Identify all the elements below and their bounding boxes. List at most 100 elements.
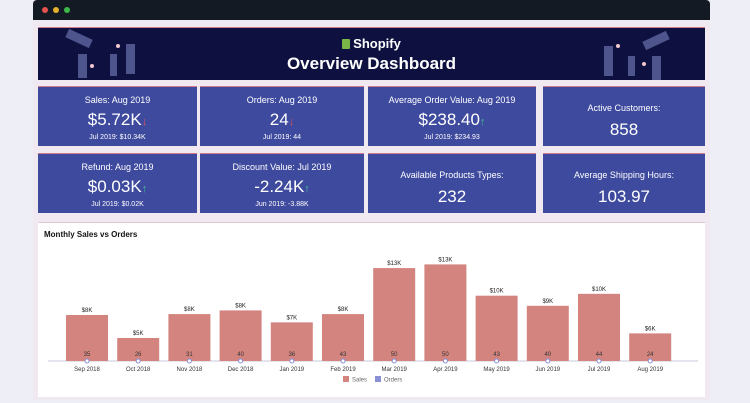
legend-orders-label: Orders [384,378,402,384]
kpi-value: $238.40↑ [368,110,536,130]
kpi-card: Active Customers: 858 [543,86,705,146]
maximize-window-button[interactable] [64,7,70,13]
legend-sales-swatch [343,376,349,382]
kpi-value: 858 [543,120,705,140]
orders-data-label: 43 [340,352,347,358]
orders-point [186,358,192,364]
orders-data-label: 26 [135,352,142,358]
title-bar [33,0,710,20]
x-tick-label: Aug 2019 [637,367,663,373]
shopify-logo-icon [342,39,351,49]
sales-data-label: $7K [286,315,297,321]
sales-bar [629,333,672,361]
minimize-window-button[interactable] [53,7,59,13]
decorative-shape [110,54,117,76]
orders-point [442,358,448,364]
orders-point [84,358,90,364]
kpi-value-text: $0.03K [87,177,142,196]
orders-point [545,358,551,364]
orders-point [238,358,244,364]
orders-point [494,358,500,364]
kpi-value: 103.97 [543,187,705,207]
kpi-comparison: Jul 2019: $234.93 [424,134,480,141]
kpi-card: Available Products Types: 232 [368,153,536,213]
kpi-card: Average Order Value: Aug 2019 $238.40↑ Ju… [368,86,536,146]
orders-data-label: 35 [84,352,91,358]
orders-data-label: 40 [237,352,244,358]
orders-data-label: 50 [391,352,398,358]
decorative-shape [652,56,661,80]
kpi-label: Average Shipping Hours: [574,170,674,180]
sales-data-label: $13K [438,257,452,263]
page-title: Overview Dashboard [286,54,457,73]
orders-point [647,358,653,364]
kpi-label: Active Customers: [587,103,661,113]
legend-orders-swatch [375,376,381,382]
kpi-label: Orders: Aug 2019 [246,95,318,105]
sales-data-label: $8K [338,307,349,313]
sales-data-label: $5K [133,331,144,337]
arrow-down-icon: ↓ [141,116,148,128]
kpi-label: Available Products Types: [400,170,504,180]
orders-data-label: 50 [442,352,449,358]
sales-bar [578,293,620,361]
kpi-card: Orders: Aug 2019 24↓ Jul 2019: 44 [200,86,364,146]
x-tick-label: Apr 2019 [433,367,458,373]
arrow-up-icon: ↑ [304,183,310,195]
sales-data-label: $6K [645,326,656,332]
kpi-value-text: 232 [437,187,467,206]
sales-bar [66,315,108,361]
sales-bar [526,305,569,361]
kpi-value-text: 103.97 [598,187,650,206]
orders-data-label: 24 [647,352,654,358]
x-tick-label: Feb 2019 [330,367,356,373]
orders-point [596,358,602,364]
decorative-shape [628,56,635,76]
kpi-value: 232 [368,187,536,207]
sales-bar [373,268,416,361]
arrow-down-icon: ↓ [288,116,295,128]
kpi-value-text: $5.72K [87,110,142,129]
kpi-label: Sales: Aug 2019 [84,95,151,105]
arrow-up-icon: ↑ [479,116,486,128]
kpi-value: $0.03K↑ [38,177,197,197]
sales-data-label: $8K [184,307,195,313]
orders-data-label: 44 [596,352,603,358]
orders-data-label: 31 [186,352,193,358]
kpi-comparison: Jun 2019: -3.88K [255,201,309,208]
kpi-value-text: $238.40 [418,110,480,129]
decorative-dot [616,44,620,48]
x-tick-label: Jun 2019 [535,367,560,373]
sales-data-label: $9K [542,299,553,305]
brand: Shopify [38,36,705,51]
kpi-value: -2.24K↑ [200,177,364,197]
decorative-dot [90,64,94,68]
chart-panel: Monthly Sales vs Orders $8K 35 Sep 2018 $5K… [38,222,705,397]
sales-bar [117,338,160,361]
browser-window: Shopify Overview Dashboard Sales: Aug 20… [33,0,710,400]
x-tick-label: Jan 2019 [279,367,304,373]
brand-name: Shopify [353,36,401,51]
close-window-button[interactable] [42,7,48,13]
kpi-comparison: Jul 2019: $0.02K [91,201,144,208]
kpi-value-text: -2.24K [254,177,305,196]
kpi-card: Discount Value: Jul 2019 -2.24K↑ Jun 2019… [200,153,364,213]
decorative-shape [78,54,87,78]
x-tick-label: Jul 2019 [588,367,611,373]
decorative-shape [604,46,613,76]
orders-data-label: 36 [288,352,295,358]
sales-bar [168,314,211,361]
decorative-dot [116,44,120,48]
x-tick-label: Dec 2018 [228,367,254,373]
sales-data-label: $8K [82,308,93,314]
orders-point [135,358,141,364]
kpi-label: Average Order Value: Aug 2019 [388,95,516,105]
kpi-label: Discount Value: Jul 2019 [232,162,332,172]
x-tick-label: Mar 2019 [382,367,408,373]
sales-data-label: $10K [592,287,606,293]
sales-data-label: $8K [235,303,246,309]
sales-bar [424,264,467,361]
kpi-card: Sales: Aug 2019 $5.72K↓ Jul 2019: $10.34K [38,86,197,146]
orders-point [289,358,295,364]
orders-data-label: 43 [493,352,500,358]
